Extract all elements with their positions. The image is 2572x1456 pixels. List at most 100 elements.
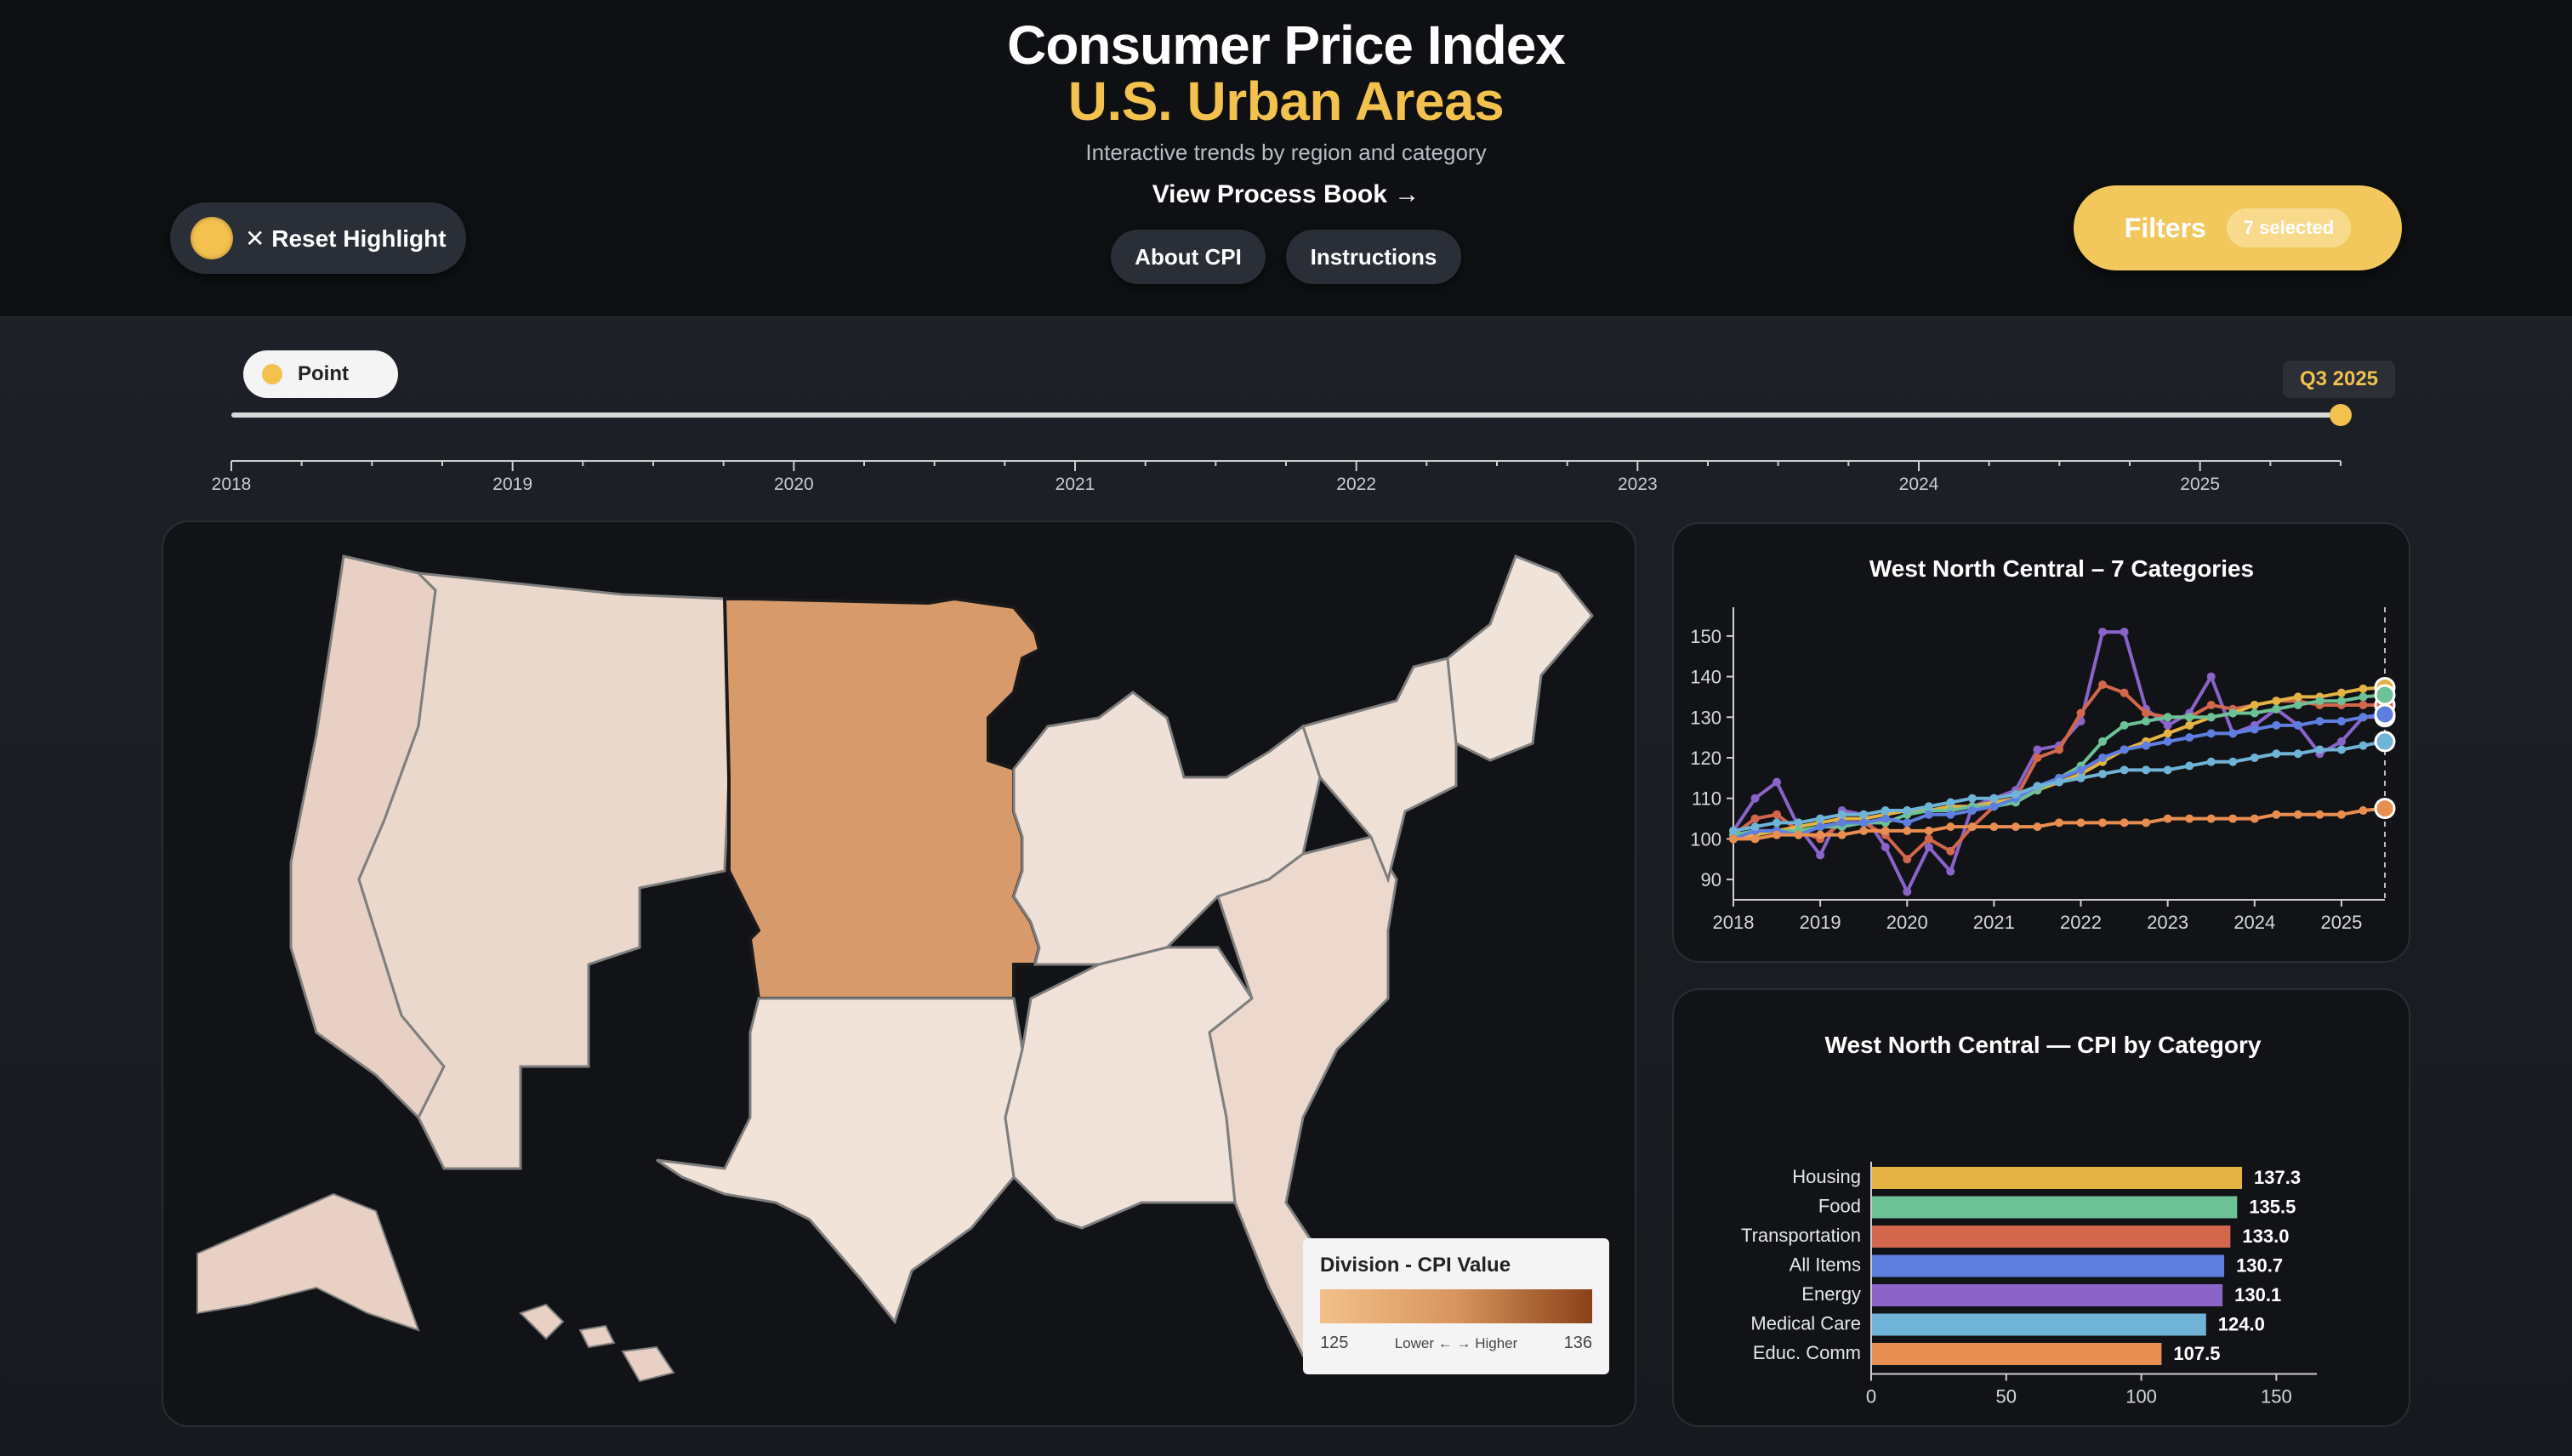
line-point[interactable] xyxy=(1881,842,1890,851)
line-point[interactable] xyxy=(2272,704,2281,714)
line-point[interactable] xyxy=(2142,765,2151,775)
line-point[interactable] xyxy=(1859,826,1869,835)
line-point[interactable] xyxy=(2315,810,2324,819)
line-point[interactable] xyxy=(2033,782,2042,791)
line-endpoint[interactable] xyxy=(2374,684,2396,706)
line-point[interactable] xyxy=(2185,733,2194,742)
line-point[interactable] xyxy=(1946,810,1955,819)
line-point[interactable] xyxy=(1989,802,1999,811)
line-point[interactable] xyxy=(2293,720,2302,730)
line-point[interactable] xyxy=(2033,822,2042,832)
point-mode-toggle[interactable]: Point xyxy=(243,350,398,398)
line-point[interactable] xyxy=(1837,810,1846,819)
region-hawaii[interactable] xyxy=(519,1303,675,1383)
region-east-south-central[interactable] xyxy=(1004,946,1255,1230)
line-point[interactable] xyxy=(2206,814,2216,823)
line-point[interactable] xyxy=(2359,741,2368,750)
line-point[interactable] xyxy=(2359,806,2368,816)
line-point[interactable] xyxy=(1903,826,1912,835)
line-point[interactable] xyxy=(2336,737,2346,746)
line-point[interactable] xyxy=(2250,725,2259,734)
line-point[interactable] xyxy=(2293,700,2302,709)
line-point[interactable] xyxy=(1946,867,1955,876)
line-point[interactable] xyxy=(2185,720,2194,730)
line-point[interactable] xyxy=(2098,770,2108,779)
line-point[interactable] xyxy=(2120,745,2129,754)
line-point[interactable] xyxy=(2228,708,2238,718)
line-point[interactable] xyxy=(2120,818,2129,828)
line-point[interactable] xyxy=(2250,700,2259,709)
reset-highlight-button[interactable]: ✕ Reset Highlight xyxy=(170,202,466,274)
bar-medical-care[interactable] xyxy=(1871,1313,2206,1336)
line-point[interactable] xyxy=(1837,830,1846,839)
line-point[interactable] xyxy=(2033,745,2042,754)
line-point[interactable] xyxy=(1794,818,1803,828)
line-point[interactable] xyxy=(1816,830,1825,839)
line-point[interactable] xyxy=(1750,822,1760,832)
line-point[interactable] xyxy=(2098,754,2108,762)
line-point[interactable] xyxy=(2142,741,2151,750)
bar-chart[interactable]: West North Central — CPI by Category Hou… xyxy=(1674,990,2409,1425)
line-point[interactable] xyxy=(1729,826,1738,835)
bar-transportation[interactable] xyxy=(1871,1226,2231,1248)
line-point[interactable] xyxy=(2206,713,2216,722)
line-point[interactable] xyxy=(2120,765,2129,775)
line-endpoint[interactable] xyxy=(2374,703,2396,725)
bar-educ-comm[interactable] xyxy=(1871,1343,2162,1365)
timeline-slider[interactable]: 2018 2019 2020 2021 2022 2023 2024 2025 xyxy=(0,400,2572,502)
line-point[interactable] xyxy=(2228,757,2238,766)
line-point[interactable] xyxy=(1946,822,1955,832)
line-point[interactable] xyxy=(2315,717,2324,726)
line-point[interactable] xyxy=(1837,818,1846,828)
region-west-north-central[interactable] xyxy=(722,596,1042,1000)
line-point[interactable] xyxy=(1946,846,1955,856)
line-point[interactable] xyxy=(1989,793,1999,803)
line-point[interactable] xyxy=(1924,802,1933,811)
line-point[interactable] xyxy=(1816,822,1825,832)
region-alaska[interactable] xyxy=(196,1192,420,1332)
line-point[interactable] xyxy=(2185,814,2194,823)
line-point[interactable] xyxy=(2272,749,2281,759)
region-west-south-central[interactable] xyxy=(656,997,1024,1325)
line-point[interactable] xyxy=(2163,720,2172,730)
line-point[interactable] xyxy=(2336,697,2346,706)
line-point[interactable] xyxy=(1859,818,1869,828)
line-point[interactable] xyxy=(1903,806,1912,816)
line-point[interactable] xyxy=(1750,793,1760,803)
line-point[interactable] xyxy=(2359,684,2368,693)
line-point[interactable] xyxy=(2120,688,2129,697)
line-point[interactable] xyxy=(1773,810,1782,819)
line-point[interactable] xyxy=(2293,810,2302,819)
line-point[interactable] xyxy=(2098,818,2108,828)
line-point[interactable] xyxy=(2163,765,2172,775)
line-point[interactable] xyxy=(1729,834,1738,844)
bar-all-items[interactable] xyxy=(1871,1254,2225,1277)
line-point[interactable] xyxy=(2206,700,2216,709)
line-point[interactable] xyxy=(2272,720,2281,730)
region-new-england[interactable] xyxy=(1446,555,1594,762)
instructions-button[interactable]: Instructions xyxy=(1286,230,1461,284)
line-point[interactable] xyxy=(1794,830,1803,839)
line-point[interactable] xyxy=(2011,789,2020,799)
line-point[interactable] xyxy=(2185,713,2194,722)
line-point[interactable] xyxy=(1859,810,1869,819)
line-point[interactable] xyxy=(2076,773,2085,782)
line-point[interactable] xyxy=(1946,798,1955,807)
filters-button[interactable]: Filters 7 selected xyxy=(2074,185,2402,270)
line-point[interactable] xyxy=(2228,729,2238,738)
line-point[interactable] xyxy=(1881,814,1890,823)
line-point[interactable] xyxy=(1750,834,1760,844)
line-point[interactable] xyxy=(1989,822,1999,832)
line-point[interactable] xyxy=(2336,810,2346,819)
line-point[interactable] xyxy=(2315,745,2324,754)
line-point[interactable] xyxy=(2272,810,2281,819)
line-point[interactable] xyxy=(2206,672,2216,681)
line-point[interactable] xyxy=(1750,814,1760,823)
line-point[interactable] xyxy=(2359,692,2368,702)
line-point[interactable] xyxy=(2336,745,2346,754)
line-point[interactable] xyxy=(1924,834,1933,844)
line-point[interactable] xyxy=(2142,708,2151,718)
line-point[interactable] xyxy=(2359,713,2368,722)
line-point[interactable] xyxy=(2336,717,2346,726)
line-point[interactable] xyxy=(2098,680,2108,690)
